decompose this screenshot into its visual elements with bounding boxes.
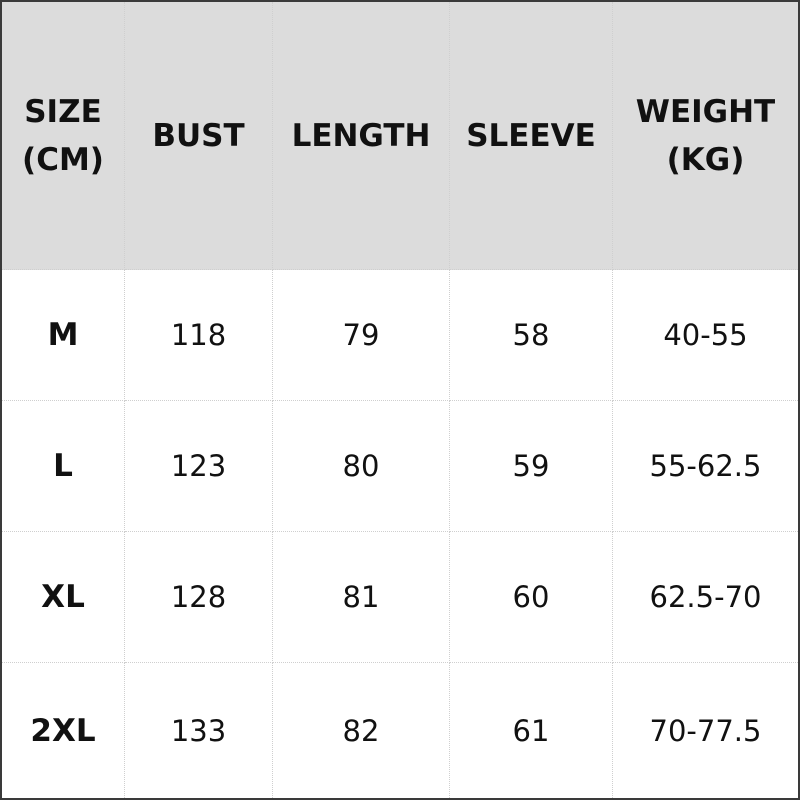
value-text: 60 bbox=[512, 580, 550, 614]
header-text: SIZE bbox=[24, 93, 102, 130]
value-cell: 58 bbox=[450, 270, 613, 401]
value-cell: 82 bbox=[273, 663, 450, 798]
header-text: (KG) bbox=[666, 141, 745, 178]
value-cell: 59 bbox=[450, 401, 613, 532]
size-cell: M bbox=[2, 270, 125, 401]
value-text: 133 bbox=[170, 713, 227, 748]
value-cell: 133 bbox=[125, 663, 273, 798]
header-cell: SLEEVE bbox=[450, 2, 613, 270]
value-text: 123 bbox=[170, 449, 227, 483]
value-cell: 128 bbox=[125, 532, 273, 663]
value-cell: 61 bbox=[450, 663, 613, 798]
value-text: 118 bbox=[170, 318, 227, 352]
size-label: XL bbox=[41, 579, 85, 615]
value-text: 80 bbox=[342, 449, 380, 483]
header-cell: BUST bbox=[125, 2, 273, 270]
value-text: 62.5-70 bbox=[649, 580, 762, 614]
value-text: 128 bbox=[170, 580, 227, 614]
value-cell: 123 bbox=[125, 401, 273, 532]
header-cell: LENGTH bbox=[273, 2, 450, 270]
value-cell: 40-55 bbox=[613, 270, 798, 401]
size-label: L bbox=[53, 448, 73, 484]
size-cell: XL bbox=[2, 532, 125, 663]
header-text: BUST bbox=[152, 117, 245, 154]
value-text: 82 bbox=[342, 713, 380, 748]
value-cell: 81 bbox=[273, 532, 450, 663]
size-cell: L bbox=[2, 401, 125, 532]
value-cell: 118 bbox=[125, 270, 273, 401]
value-text: 58 bbox=[512, 318, 550, 352]
size-cell: 2XL bbox=[2, 663, 125, 798]
header-cell: WEIGHT (KG) bbox=[613, 2, 798, 270]
value-text: 40-55 bbox=[663, 318, 748, 352]
header-text: LENGTH bbox=[291, 117, 431, 154]
value-text: 79 bbox=[342, 318, 380, 352]
value-cell: 62.5-70 bbox=[613, 532, 798, 663]
value-cell: 70-77.5 bbox=[613, 663, 798, 798]
value-cell: 60 bbox=[450, 532, 613, 663]
value-text: 55-62.5 bbox=[649, 449, 762, 483]
header-text: WEIGHT bbox=[635, 93, 776, 130]
size-label: 2XL bbox=[30, 712, 96, 749]
value-cell: 80 bbox=[273, 401, 450, 532]
value-cell: 55-62.5 bbox=[613, 401, 798, 532]
header-text: SLEEVE bbox=[466, 117, 596, 154]
header-cell: SIZE (CM) bbox=[2, 2, 125, 270]
value-text: 81 bbox=[342, 580, 380, 614]
value-text: 70-77.5 bbox=[649, 713, 762, 748]
size-label: M bbox=[47, 317, 79, 353]
value-cell: 79 bbox=[273, 270, 450, 401]
value-text: 61 bbox=[512, 713, 550, 748]
value-text: 59 bbox=[512, 449, 550, 483]
header-text: (CM) bbox=[22, 141, 104, 178]
